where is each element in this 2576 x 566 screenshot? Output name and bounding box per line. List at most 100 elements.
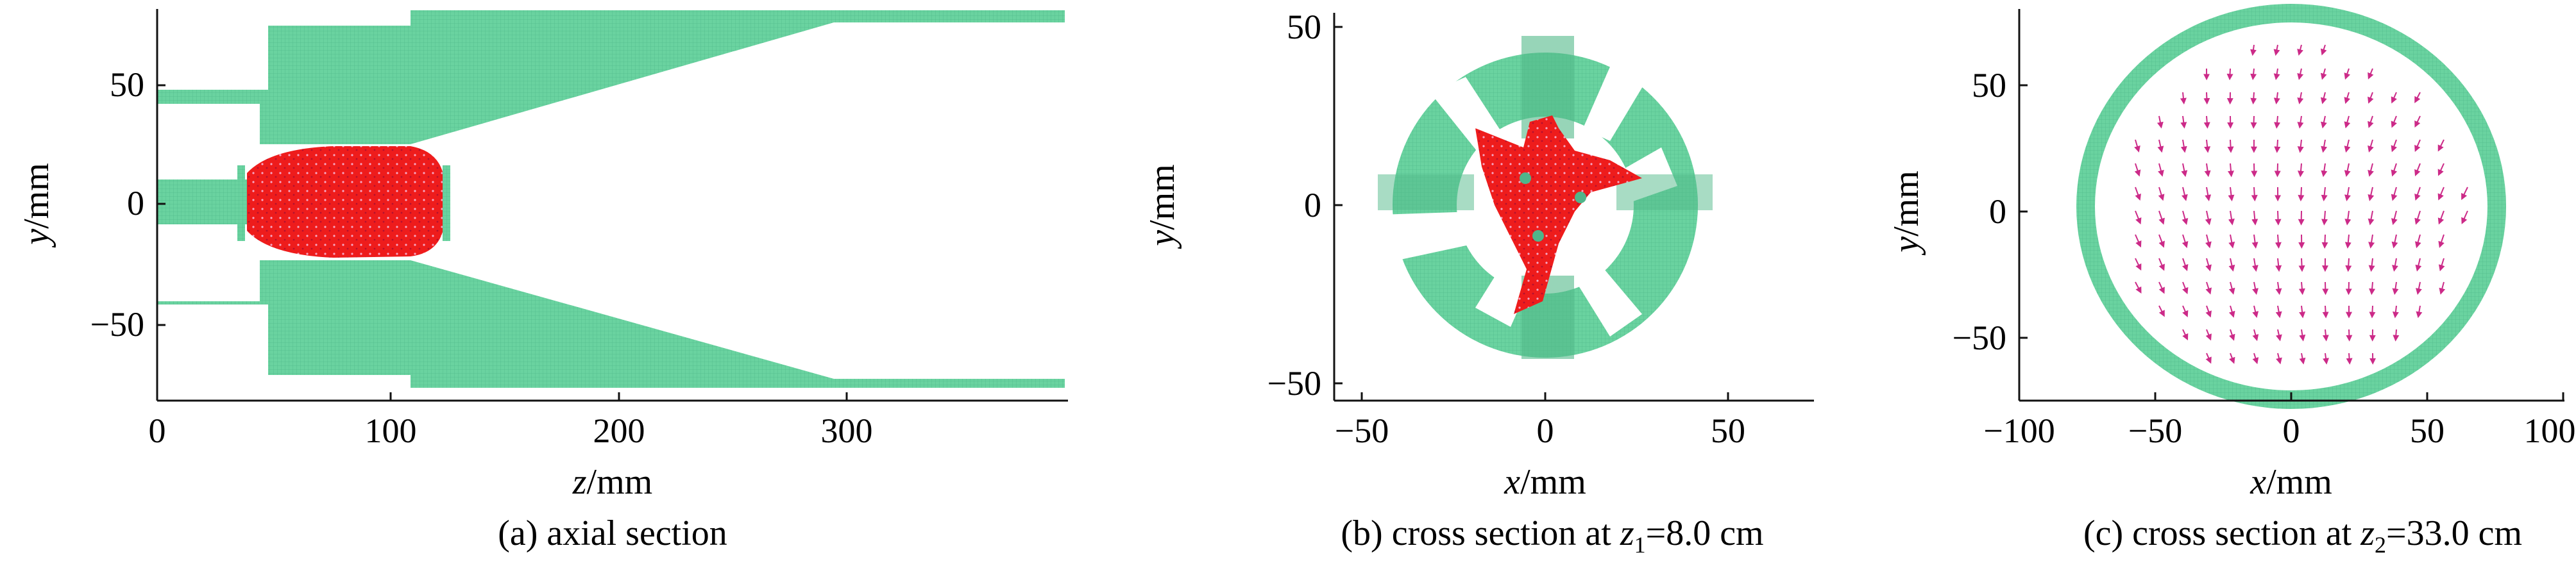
velocity-arrow: [2135, 258, 2142, 271]
panel-c-xtick: 0: [2283, 412, 2300, 450]
panel-a-xlabel: z/mm: [572, 462, 652, 502]
velocity-arrow: [2182, 234, 2189, 249]
velocity-arrow: [2344, 234, 2351, 249]
velocity-arrow: [2322, 329, 2329, 342]
velocity-arrow: [2228, 258, 2235, 272]
velocity-arrow: [2205, 234, 2212, 249]
velocity-arrow: [2368, 187, 2375, 201]
panel-b-caption: (b) cross section at z1=8.0 cm: [1341, 513, 1763, 558]
panel-a-xtick: 0: [149, 412, 166, 450]
velocity-arrow: [2438, 234, 2445, 248]
velocity-arrow: [2391, 234, 2398, 249]
velocity-arrow: [2345, 258, 2352, 272]
particle-cloud: [1475, 115, 1642, 314]
panel-c-ytick: 50: [1972, 66, 2006, 104]
velocity-arrow: [2205, 281, 2212, 295]
panel-b-ytick: −50: [1267, 364, 1321, 403]
velocity-arrow: [2320, 92, 2327, 104]
velocity-arrow: [2182, 210, 2189, 225]
velocity-arrow: [2134, 139, 2140, 153]
velocity-arrow: [2368, 68, 2374, 79]
panel-b-xtick-labels: −50 0 50: [1335, 412, 1745, 450]
panel-c-cross-section: 50 0 −50 −100 −50 0 50 100 x/mm y/mm (c)…: [1886, 4, 2576, 558]
velocity-arrow: [2344, 92, 2351, 104]
panel-c-axes: [2018, 9, 2564, 402]
panel-b-ytick-labels: 50 0 −50: [1267, 8, 1321, 403]
velocity-arrow: [2274, 139, 2281, 153]
velocity-arrow: [2252, 353, 2259, 365]
velocity-arrow: [2391, 163, 2398, 177]
velocity-arrow: [2252, 329, 2259, 342]
velocity-arrow: [2414, 187, 2421, 201]
velocity-arrow: [2205, 187, 2212, 201]
velocity-arrow: [2321, 163, 2328, 178]
velocity-arrow: [2228, 305, 2235, 318]
velocity-arrow: [2134, 163, 2141, 177]
panel-b-xtick: 50: [1711, 412, 1745, 450]
velocity-arrow: [2182, 258, 2189, 272]
velocity-arrow: [2275, 258, 2282, 272]
velocity-arrow: [2414, 139, 2421, 153]
panel-a-caption: (a) axial section: [498, 513, 727, 553]
velocity-arrow: [2416, 281, 2422, 295]
velocity-arrow: [2204, 163, 2211, 178]
velocity-arrow: [2321, 139, 2328, 153]
velocity-arrow: [2414, 210, 2421, 225]
panel-b-ylabel: y/mm: [1142, 164, 1182, 249]
velocity-arrow: [2368, 92, 2374, 104]
velocity-arrow: [2180, 139, 2187, 153]
velocity-arrow: [2182, 187, 2188, 201]
velocity-arrow: [2204, 139, 2211, 153]
velocity-arrow: [2344, 210, 2351, 226]
velocity-arrow: [2251, 258, 2258, 272]
velocity-arrow: [2461, 210, 2468, 224]
velocity-arrow: [2368, 163, 2374, 177]
velocity-arrow: [2252, 281, 2258, 295]
velocity-arrow: [2368, 210, 2375, 226]
velocity-arrow: [2297, 115, 2304, 129]
velocity-arrow: [2135, 187, 2141, 201]
velocity-arrow: [2299, 329, 2306, 342]
velocity-arrow: [2181, 163, 2188, 178]
velocity-arrow: [2205, 210, 2212, 226]
panel-a-xtick: 300: [821, 412, 873, 450]
panel-c-geometry: [2076, 4, 2506, 409]
velocity-arrow: [2414, 163, 2421, 176]
velocity-arrow: [2368, 115, 2374, 128]
panel-b-ytick: 50: [1287, 8, 1321, 46]
velocity-arrow: [2438, 258, 2445, 272]
velocity-arrow: [2320, 44, 2327, 56]
panel-c-ytick: 0: [1989, 192, 2006, 231]
velocity-arrow: [2437, 187, 2445, 201]
panel-b-geometry: [1378, 36, 1713, 359]
panel-a-ylabel: y/mm: [17, 163, 56, 248]
velocity-arrow: [2182, 281, 2189, 294]
panel-c-xtick: 100: [2524, 412, 2576, 450]
velocity-arrow: [2274, 115, 2281, 129]
velocity-arrow: [2158, 163, 2164, 177]
velocity-arrow: [2297, 68, 2304, 80]
panel-c-xtick: 50: [2410, 412, 2445, 450]
velocity-arrow: [2251, 234, 2258, 249]
velocity-arrow: [2228, 187, 2235, 202]
panel-a-axial-section: 50 0 −50 0 100 200 300 z/mm y/mm (a) axi…: [17, 9, 1068, 553]
velocity-arrow: [2461, 187, 2468, 201]
velocity-arrow: [2344, 68, 2351, 80]
panel-c-xtick: −100: [1983, 412, 2055, 450]
panel-a-geometry: [157, 10, 1065, 388]
velocity-arrow: [2228, 163, 2234, 178]
velocity-arrow: [2250, 92, 2257, 104]
velocity-arrow: [2205, 258, 2212, 272]
velocity-arrow: [2227, 139, 2234, 153]
velocity-arrow: [2368, 258, 2375, 272]
velocity-arrow: [2320, 68, 2327, 80]
velocity-arrow: [2368, 139, 2374, 153]
velocity-arrow: [2297, 44, 2303, 56]
velocity-arrow: [2415, 258, 2422, 272]
panel-a-ytick: 50: [110, 65, 144, 104]
velocity-arrow: [2321, 210, 2328, 226]
velocity-arrow: [2228, 234, 2235, 249]
panel-a-xtick: 100: [365, 412, 417, 450]
velocity-arrow: [2345, 281, 2352, 295]
velocity-arrow: [2158, 281, 2165, 294]
